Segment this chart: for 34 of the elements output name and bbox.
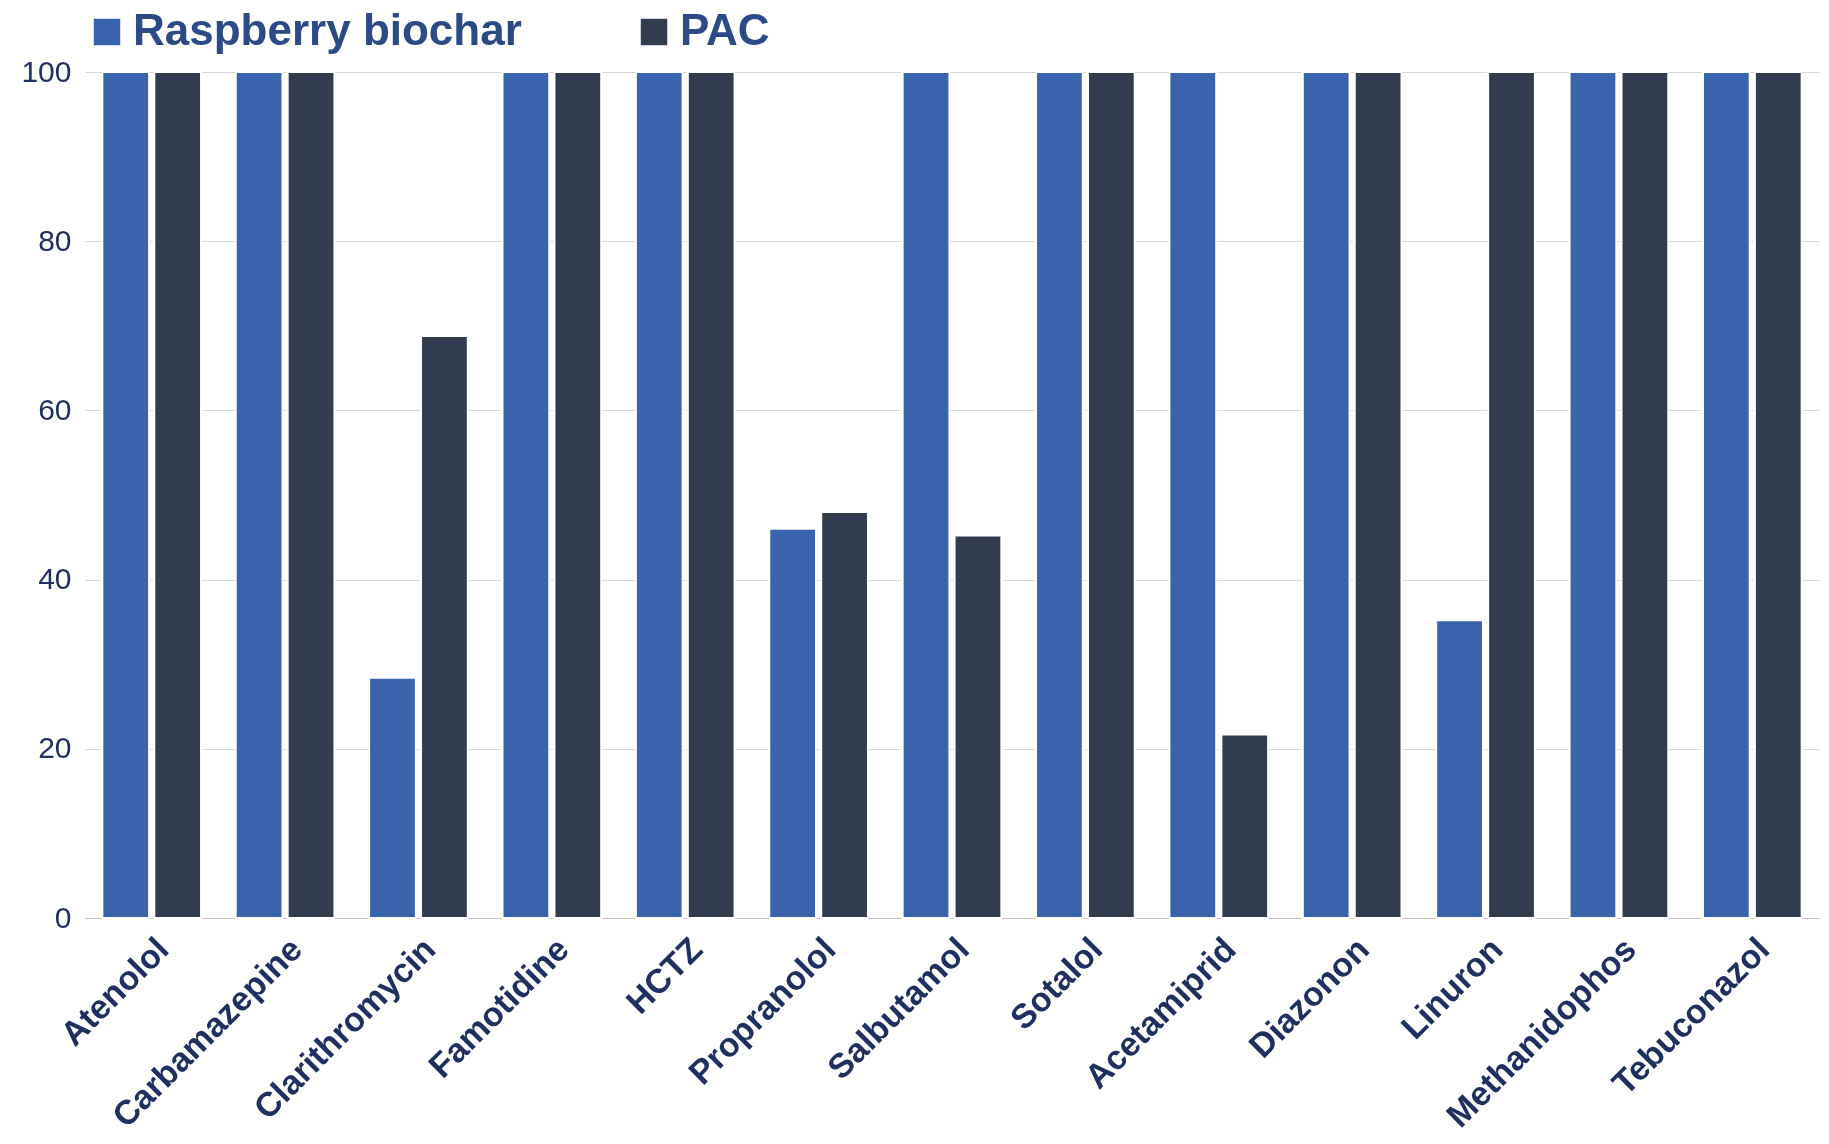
bar [501,71,551,919]
bar [768,527,818,919]
bar [953,534,1003,919]
bar [1435,619,1484,919]
legend-label: PAC [680,5,770,54]
bar [1620,71,1670,919]
bar [901,71,951,919]
bar [553,71,603,919]
bar [1487,71,1536,919]
y-tick-label: 0 [54,900,72,934]
bar [234,71,284,919]
legend-label: Raspberry biochar [133,5,522,54]
y-tick-label: 20 [38,731,72,765]
bar [286,71,336,919]
bar [820,510,869,919]
bar [1086,71,1136,919]
bar [153,71,203,919]
y-tick-label: 60 [38,392,72,426]
bar [1701,71,1751,919]
bar [1568,71,1618,919]
bar [1301,71,1351,919]
bar [634,71,684,919]
bar [1168,71,1218,919]
bar [1353,71,1403,919]
bar [368,676,417,919]
bar [420,334,469,919]
y-tick-label: 80 [38,223,72,257]
bar [1035,71,1084,919]
bar [1220,733,1270,919]
bar [1753,71,1803,919]
y-tick-label: 100 [21,54,72,88]
y-tick-label: 40 [38,562,72,596]
bar [101,71,151,919]
bar [686,71,736,919]
